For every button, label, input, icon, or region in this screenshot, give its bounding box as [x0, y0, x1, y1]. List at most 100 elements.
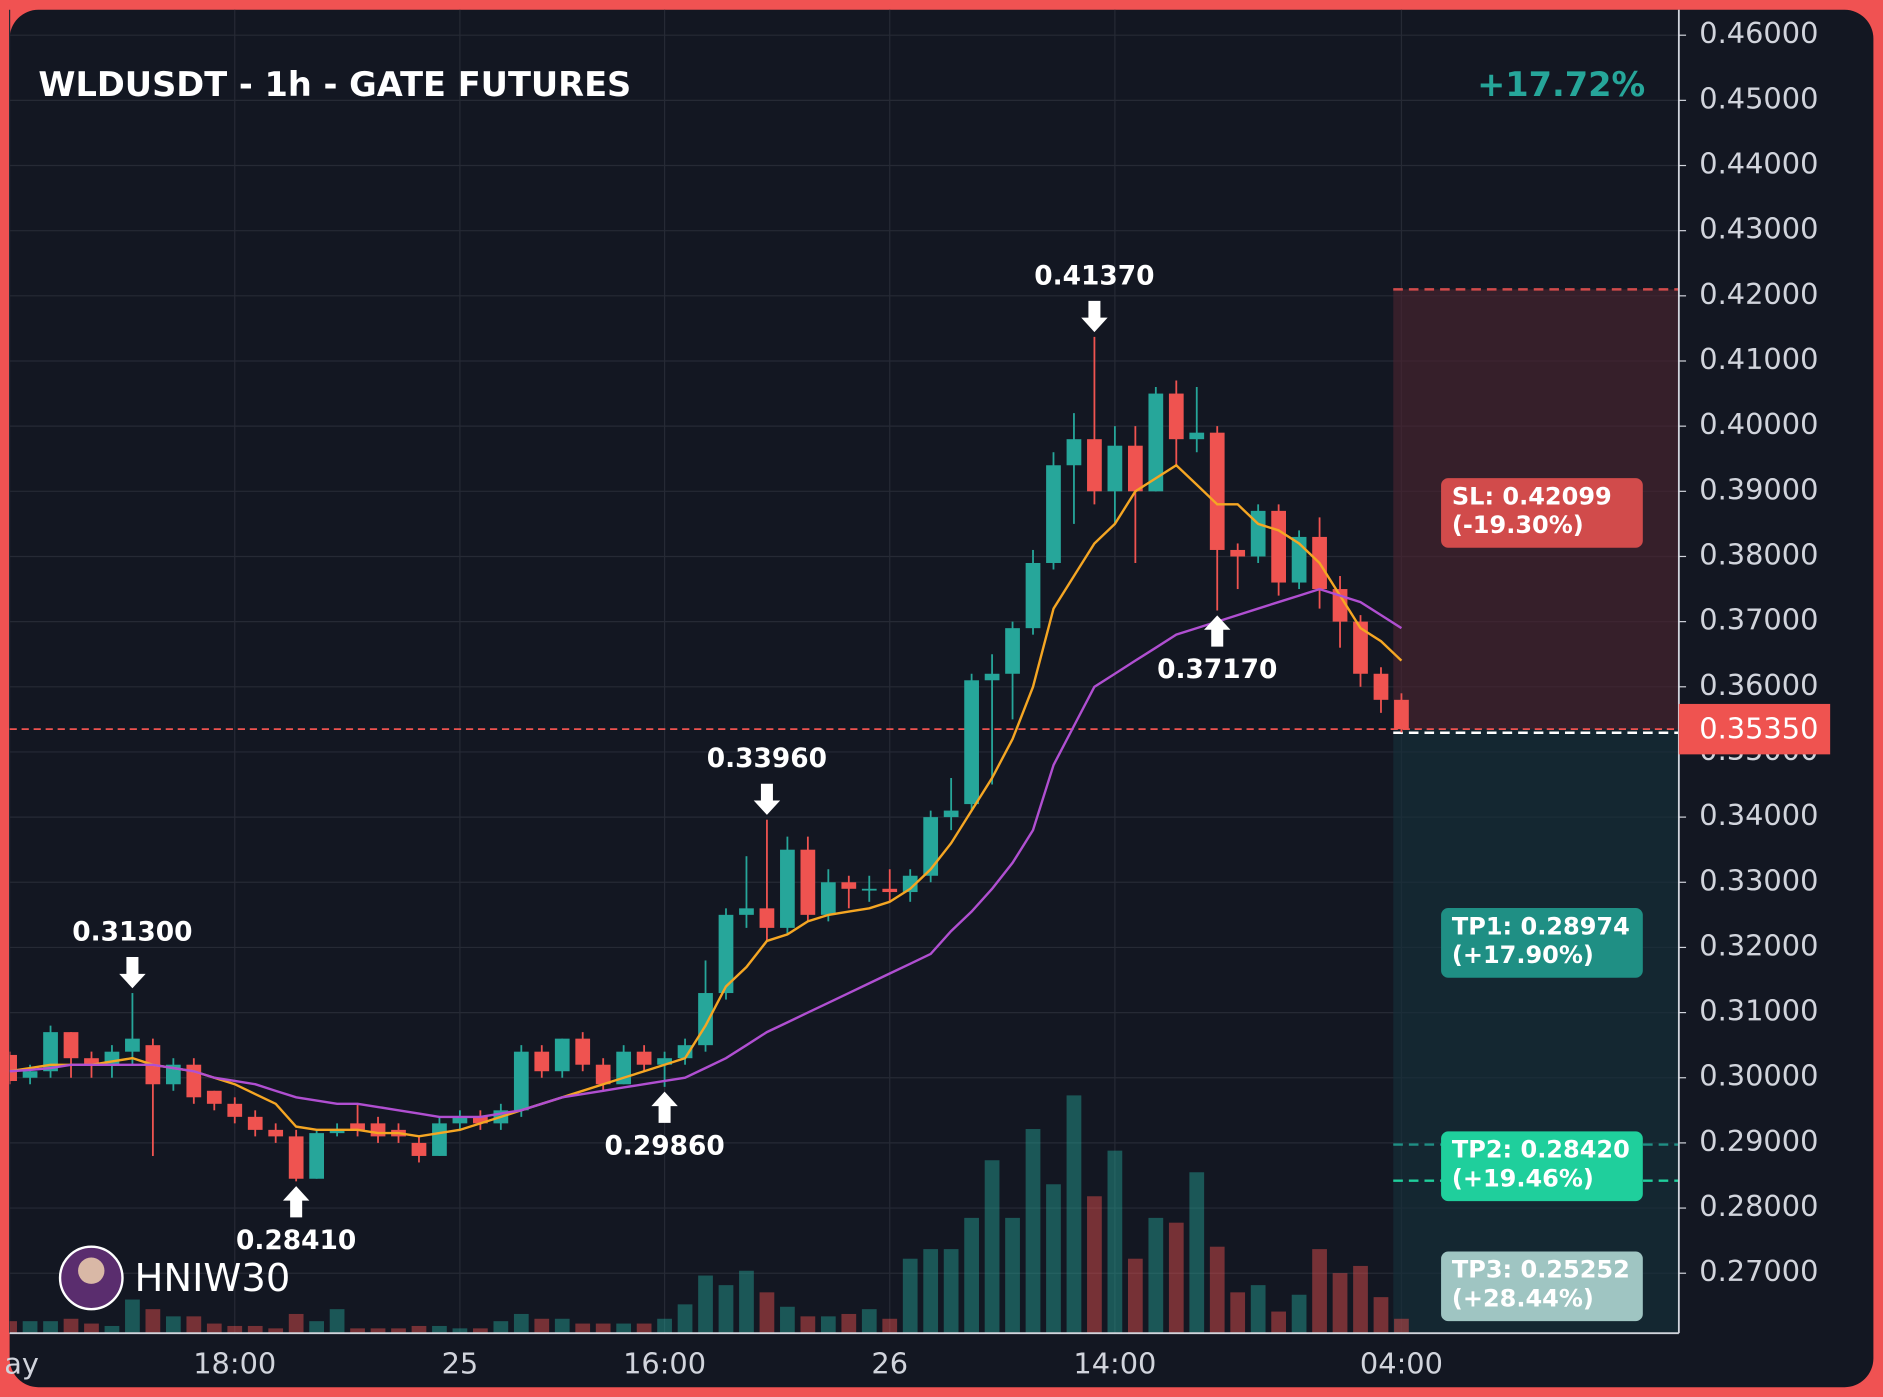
y-tick-label: 0.38000 [1699, 537, 1818, 571]
level-label: SL: 0.42099 [1452, 482, 1612, 510]
level-box [1441, 478, 1643, 548]
volume-bar [677, 1304, 693, 1334]
candle-body [698, 993, 713, 1046]
candle-body [309, 1133, 324, 1179]
candle-body [780, 849, 795, 928]
candle-body [473, 1116, 488, 1124]
annotation-arrow [119, 957, 146, 989]
candle-body [350, 1123, 365, 1130]
volume-bar [247, 1325, 263, 1334]
volume-bar [1046, 1184, 1061, 1334]
level-label: TP2: 0.28420 [1452, 1136, 1630, 1164]
candle-body [1189, 432, 1205, 440]
volume-bar [1066, 1095, 1082, 1334]
y-tick-label: 0.31000 [1699, 994, 1818, 1028]
x-tick-label: 14:00 [1073, 1347, 1156, 1381]
level-change: (-19.30%) [1452, 511, 1584, 539]
candle-body [22, 1071, 38, 1078]
volume-bar [43, 1321, 58, 1334]
candle-body [1168, 393, 1184, 440]
candle-body [1353, 621, 1368, 674]
candle-body [1148, 393, 1164, 492]
candle-body [84, 1058, 99, 1065]
candle-body [43, 1032, 58, 1072]
y-tick-label: 0.44000 [1699, 147, 1818, 181]
candle-body [554, 1038, 570, 1072]
x-tick-label: 18:00 [193, 1347, 276, 1381]
volume-bar [964, 1217, 979, 1334]
volume-bar [104, 1325, 120, 1334]
candle-body [943, 810, 959, 818]
watermark: HNIW30 [135, 1256, 291, 1301]
volume-bar [820, 1316, 836, 1334]
annotation-arrow [282, 1186, 310, 1218]
candle-body [964, 680, 979, 805]
volume-bar [370, 1328, 386, 1334]
candle-body [288, 1136, 304, 1179]
candle-body [1087, 439, 1102, 492]
volume-bar [329, 1309, 345, 1334]
chart-title: WLDUSDT - 1h - GATE FUTURES [38, 65, 631, 104]
candle-body [718, 914, 734, 994]
volume-bar [575, 1323, 591, 1334]
candle-body [63, 1032, 79, 1059]
level-change: (+17.90%) [1452, 941, 1594, 969]
candle-body [9, 1054, 17, 1082]
level-change: (+19.46%) [1452, 1164, 1594, 1192]
volume-bar [1291, 1294, 1307, 1334]
candle-body [1271, 510, 1287, 583]
candle-body [677, 1045, 693, 1059]
candle-body [1046, 465, 1061, 563]
volume-bar [411, 1325, 427, 1334]
volume-bar [882, 1318, 898, 1334]
y-tick-label: 0.30000 [1699, 1059, 1818, 1093]
y-tick-label: 0.29000 [1699, 1124, 1818, 1158]
candle-body [984, 673, 1000, 681]
y-tick-label: 0.32000 [1699, 928, 1818, 962]
x-tick-label: ay [4, 1347, 39, 1381]
price-tag-label: 0.35350 [1699, 711, 1818, 745]
annotation-label: 0.33960 [707, 743, 827, 774]
y-tick-label: 0.39000 [1699, 472, 1818, 506]
volume-bar [595, 1323, 611, 1334]
y-tick-label: 0.40000 [1699, 407, 1818, 441]
candle-body [1394, 699, 1409, 730]
volume-bar [657, 1318, 672, 1334]
volume-bar [84, 1323, 99, 1334]
volume-bar [1353, 1265, 1368, 1334]
candle-body [595, 1064, 611, 1085]
y-tick-label: 0.33000 [1699, 863, 1818, 897]
y-tick-label: 0.46000 [1699, 16, 1818, 50]
plot-area [9, 288, 1679, 1334]
moving-average [9, 463, 1403, 1138]
volume-bar [616, 1323, 632, 1334]
candle-body [1230, 549, 1246, 557]
volume-bar [9, 1321, 17, 1334]
volume-bar [1127, 1258, 1143, 1334]
volume-bar [493, 1321, 509, 1334]
volume-bar [63, 1318, 79, 1334]
volume-bar [841, 1313, 857, 1334]
volume-bar [1005, 1217, 1020, 1334]
volume-bar [759, 1292, 775, 1334]
volume-bar [718, 1285, 734, 1334]
volume-bar [1168, 1222, 1184, 1334]
x-tick-label: 26 [871, 1347, 908, 1381]
volume-bar [800, 1316, 816, 1334]
x-tick-label: 25 [442, 1347, 479, 1381]
reward-zone [1393, 729, 1679, 1334]
volume-bar [1107, 1150, 1123, 1334]
annotation-label: 0.41370 [1034, 260, 1154, 291]
volume-bar [473, 1328, 488, 1334]
moving-average [9, 587, 1403, 1119]
candle-body [247, 1116, 263, 1130]
level-label: TP1: 0.28974 [1452, 912, 1630, 940]
candle-body [759, 908, 775, 928]
candle-body [820, 882, 836, 915]
candle-body [268, 1129, 284, 1137]
level-box [1441, 1251, 1643, 1322]
volume-bar [780, 1306, 795, 1334]
y-tick-label: 0.45000 [1699, 81, 1818, 115]
candle-body [1107, 445, 1123, 492]
